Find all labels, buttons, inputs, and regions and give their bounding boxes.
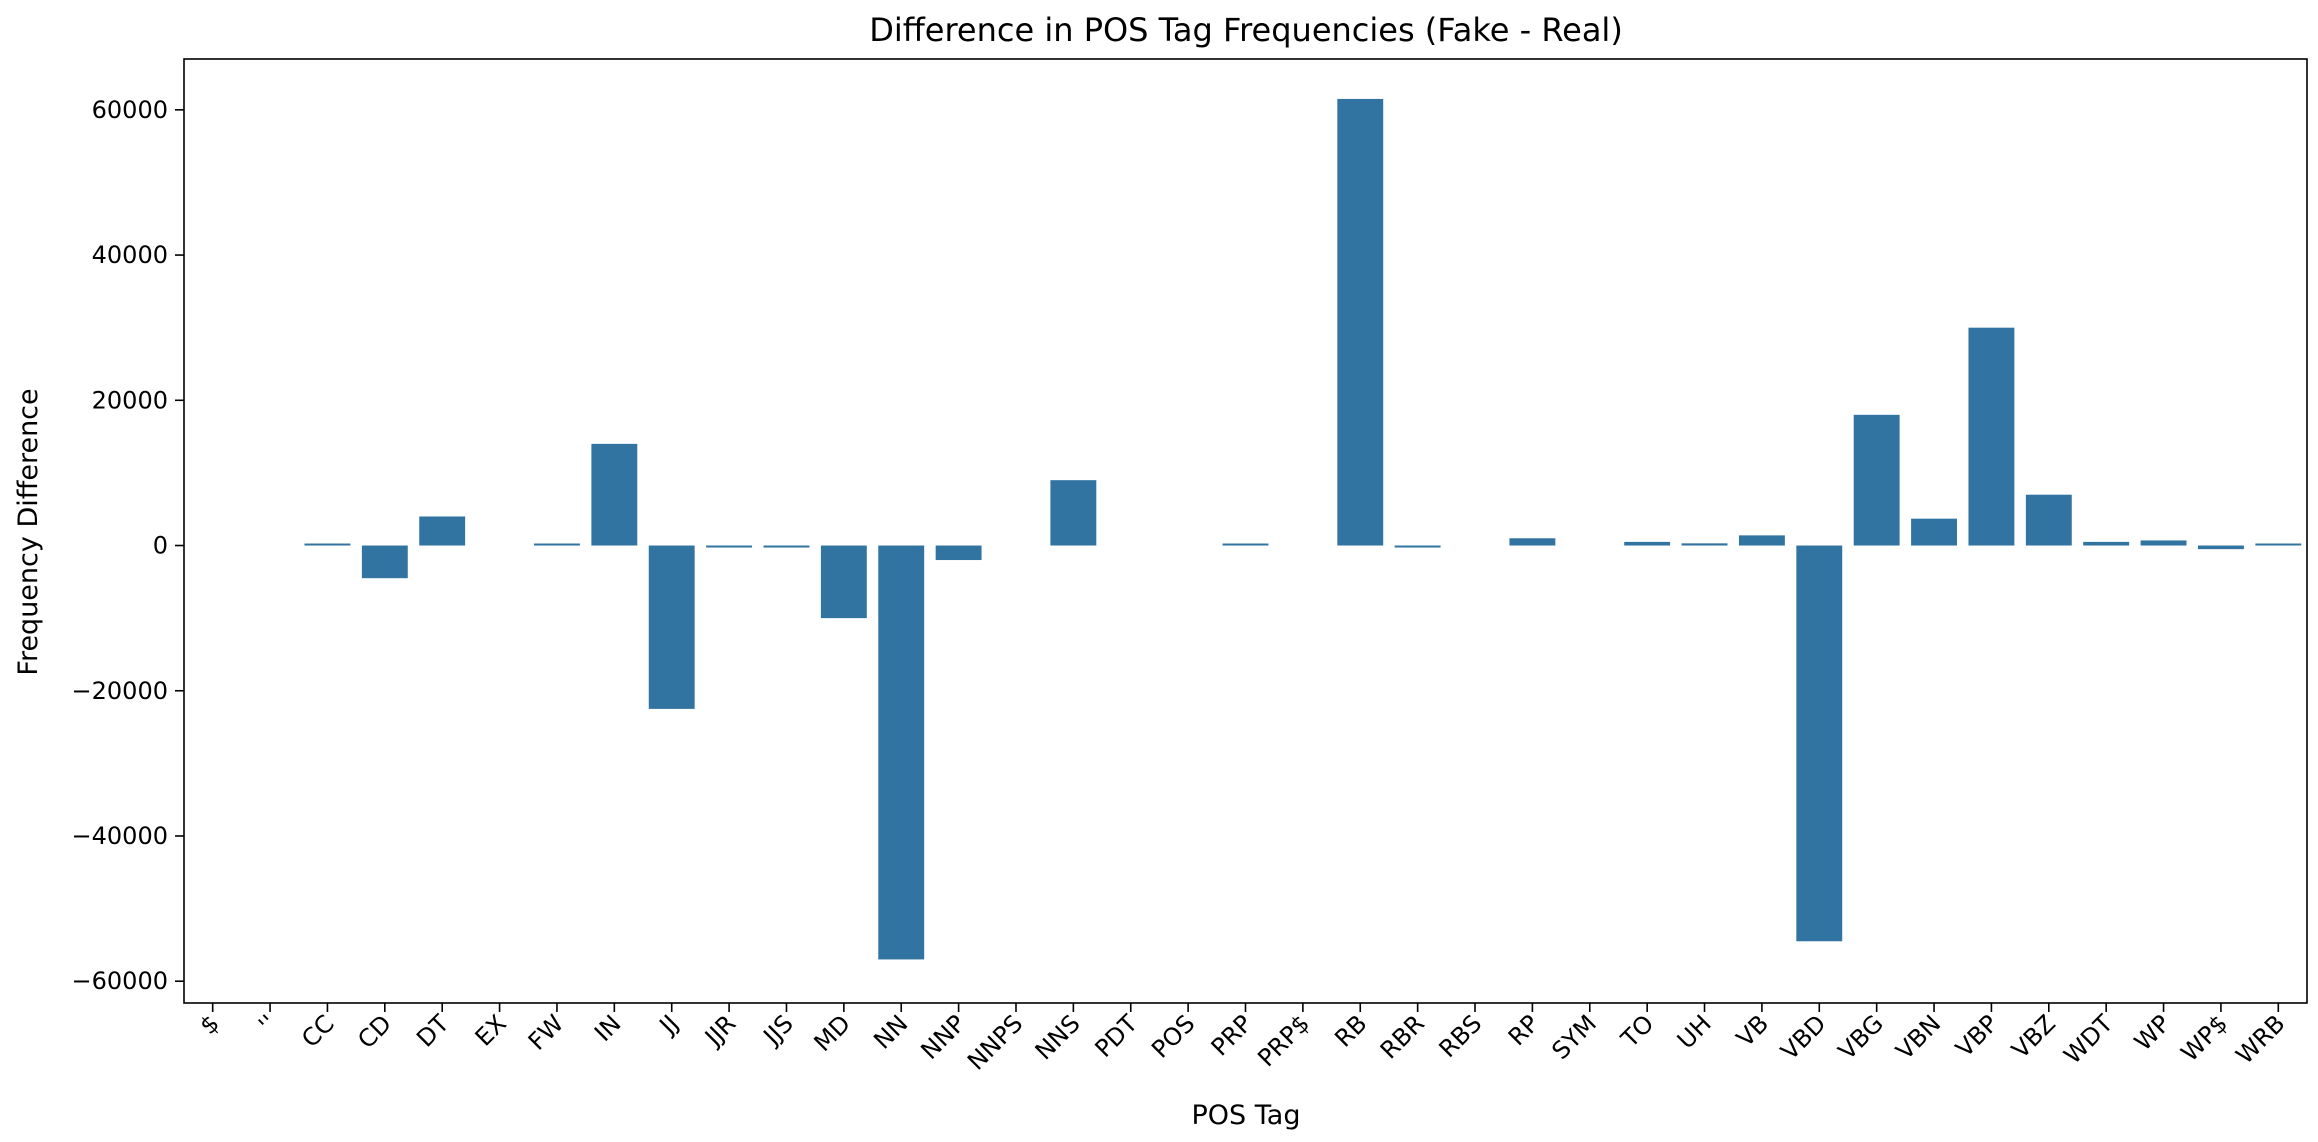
x-tick-label: WRB <box>2231 1009 2291 1069</box>
bar-JJS <box>763 545 810 548</box>
x-tick-label: VBD <box>1775 1009 1831 1065</box>
bar-VBG <box>1853 414 1900 546</box>
bar-TO <box>1624 541 1671 546</box>
y-tick-label: −20000 <box>72 677 168 705</box>
bar-UH <box>1681 543 1728 546</box>
x-tick-label: CC <box>296 1009 339 1052</box>
x-tick-label: RBS <box>1434 1009 1488 1063</box>
x-tick-label: NNS <box>1030 1009 1086 1065</box>
bar-VBN <box>1911 518 1957 546</box>
bar-RBR <box>1394 545 1441 548</box>
bar-JJR <box>706 545 753 548</box>
x-tick-label: WP <box>2129 1009 2176 1056</box>
bar-NNS <box>1050 480 1097 546</box>
x-tick-label: POS <box>1146 1009 1200 1063</box>
x-tick-label: PDT <box>1090 1009 1144 1063</box>
x-tick-label: WDT <box>2058 1009 2118 1069</box>
x-tick-label: VBZ <box>2006 1009 2061 1064</box>
x-tick-label: TO <box>1615 1009 1659 1053</box>
bar-VBD <box>1796 545 1843 942</box>
bar-WP$ <box>2197 545 2244 550</box>
x-tick-label: NNPS <box>962 1009 1028 1075</box>
y-tick-label: −60000 <box>72 967 168 995</box>
x-tick-label: JJ <box>653 1009 684 1040</box>
y-tick-label: −40000 <box>72 822 168 850</box>
bar-IN <box>591 443 638 546</box>
bars-group <box>304 98 2302 960</box>
x-tick-label: PRP <box>1206 1009 1258 1061</box>
bar-DT <box>419 516 466 546</box>
bar-VBZ <box>2025 494 2072 546</box>
bar-WDT <box>2083 541 2130 546</box>
y-tick-label: 40000 <box>92 241 168 269</box>
x-tick-label: RBR <box>1375 1009 1430 1064</box>
x-tick-label: FW <box>523 1009 569 1055</box>
y-axis: −60000 −40000 −20000 0 20000 40000 60000 <box>72 96 184 995</box>
x-tick-label: CD <box>352 1009 397 1054</box>
x-tick-label: JJR <box>698 1009 741 1052</box>
bar-NNP <box>935 545 982 561</box>
bar-RP <box>1509 538 1556 546</box>
bar-NN <box>878 545 925 960</box>
x-tick-label: IN <box>589 1009 626 1046</box>
plot-frame <box>183 58 2308 1004</box>
bar-RB <box>1337 98 1384 546</box>
y-tick-label: 20000 <box>92 386 168 414</box>
x-tick-label: UH <box>1672 1009 1717 1054</box>
x-tick-label: VB <box>1731 1009 1774 1052</box>
x-tick-label: $ <box>194 1009 225 1040</box>
x-tick-label: PRP$ <box>1252 1009 1315 1072</box>
x-tick-label: DT <box>411 1009 454 1052</box>
y-tick-label: 0 <box>153 532 168 560</box>
bar-MD <box>820 545 867 619</box>
bar-PRP <box>1222 543 1269 546</box>
x-tick-label: RP <box>1503 1009 1545 1051</box>
x-tick-label: '' <box>253 1009 282 1038</box>
x-tick-label: VBG <box>1833 1009 1889 1065</box>
x-tick-label: NN <box>868 1009 913 1054</box>
bar-JJ <box>648 545 695 709</box>
chart-title: Difference in POS Tag Frequencies (Fake … <box>869 11 1623 49</box>
bar-CC <box>304 543 351 546</box>
x-tick-label: SYM <box>1546 1009 1602 1065</box>
x-axis-label: POS Tag <box>1192 1100 1301 1131</box>
bar-CD <box>361 545 408 579</box>
bar-WP <box>2140 540 2187 546</box>
x-tick-label: MD <box>809 1009 857 1057</box>
x-tick-label: RB <box>1329 1009 1372 1052</box>
x-tick-label: WP$ <box>2176 1009 2234 1067</box>
bar-FW <box>534 543 580 546</box>
bar-VB <box>1738 535 1785 546</box>
x-tick-label: EX <box>470 1009 512 1051</box>
bar-WRB <box>2255 543 2302 546</box>
x-tick-label: VBP <box>1950 1009 2003 1062</box>
bar-VBP <box>1968 327 2015 546</box>
y-axis-label: Frequency Difference <box>13 388 44 675</box>
y-tick-label: 60000 <box>92 96 168 124</box>
x-tick-label: VBN <box>1891 1009 1947 1065</box>
x-tick-label: JJS <box>757 1009 799 1051</box>
